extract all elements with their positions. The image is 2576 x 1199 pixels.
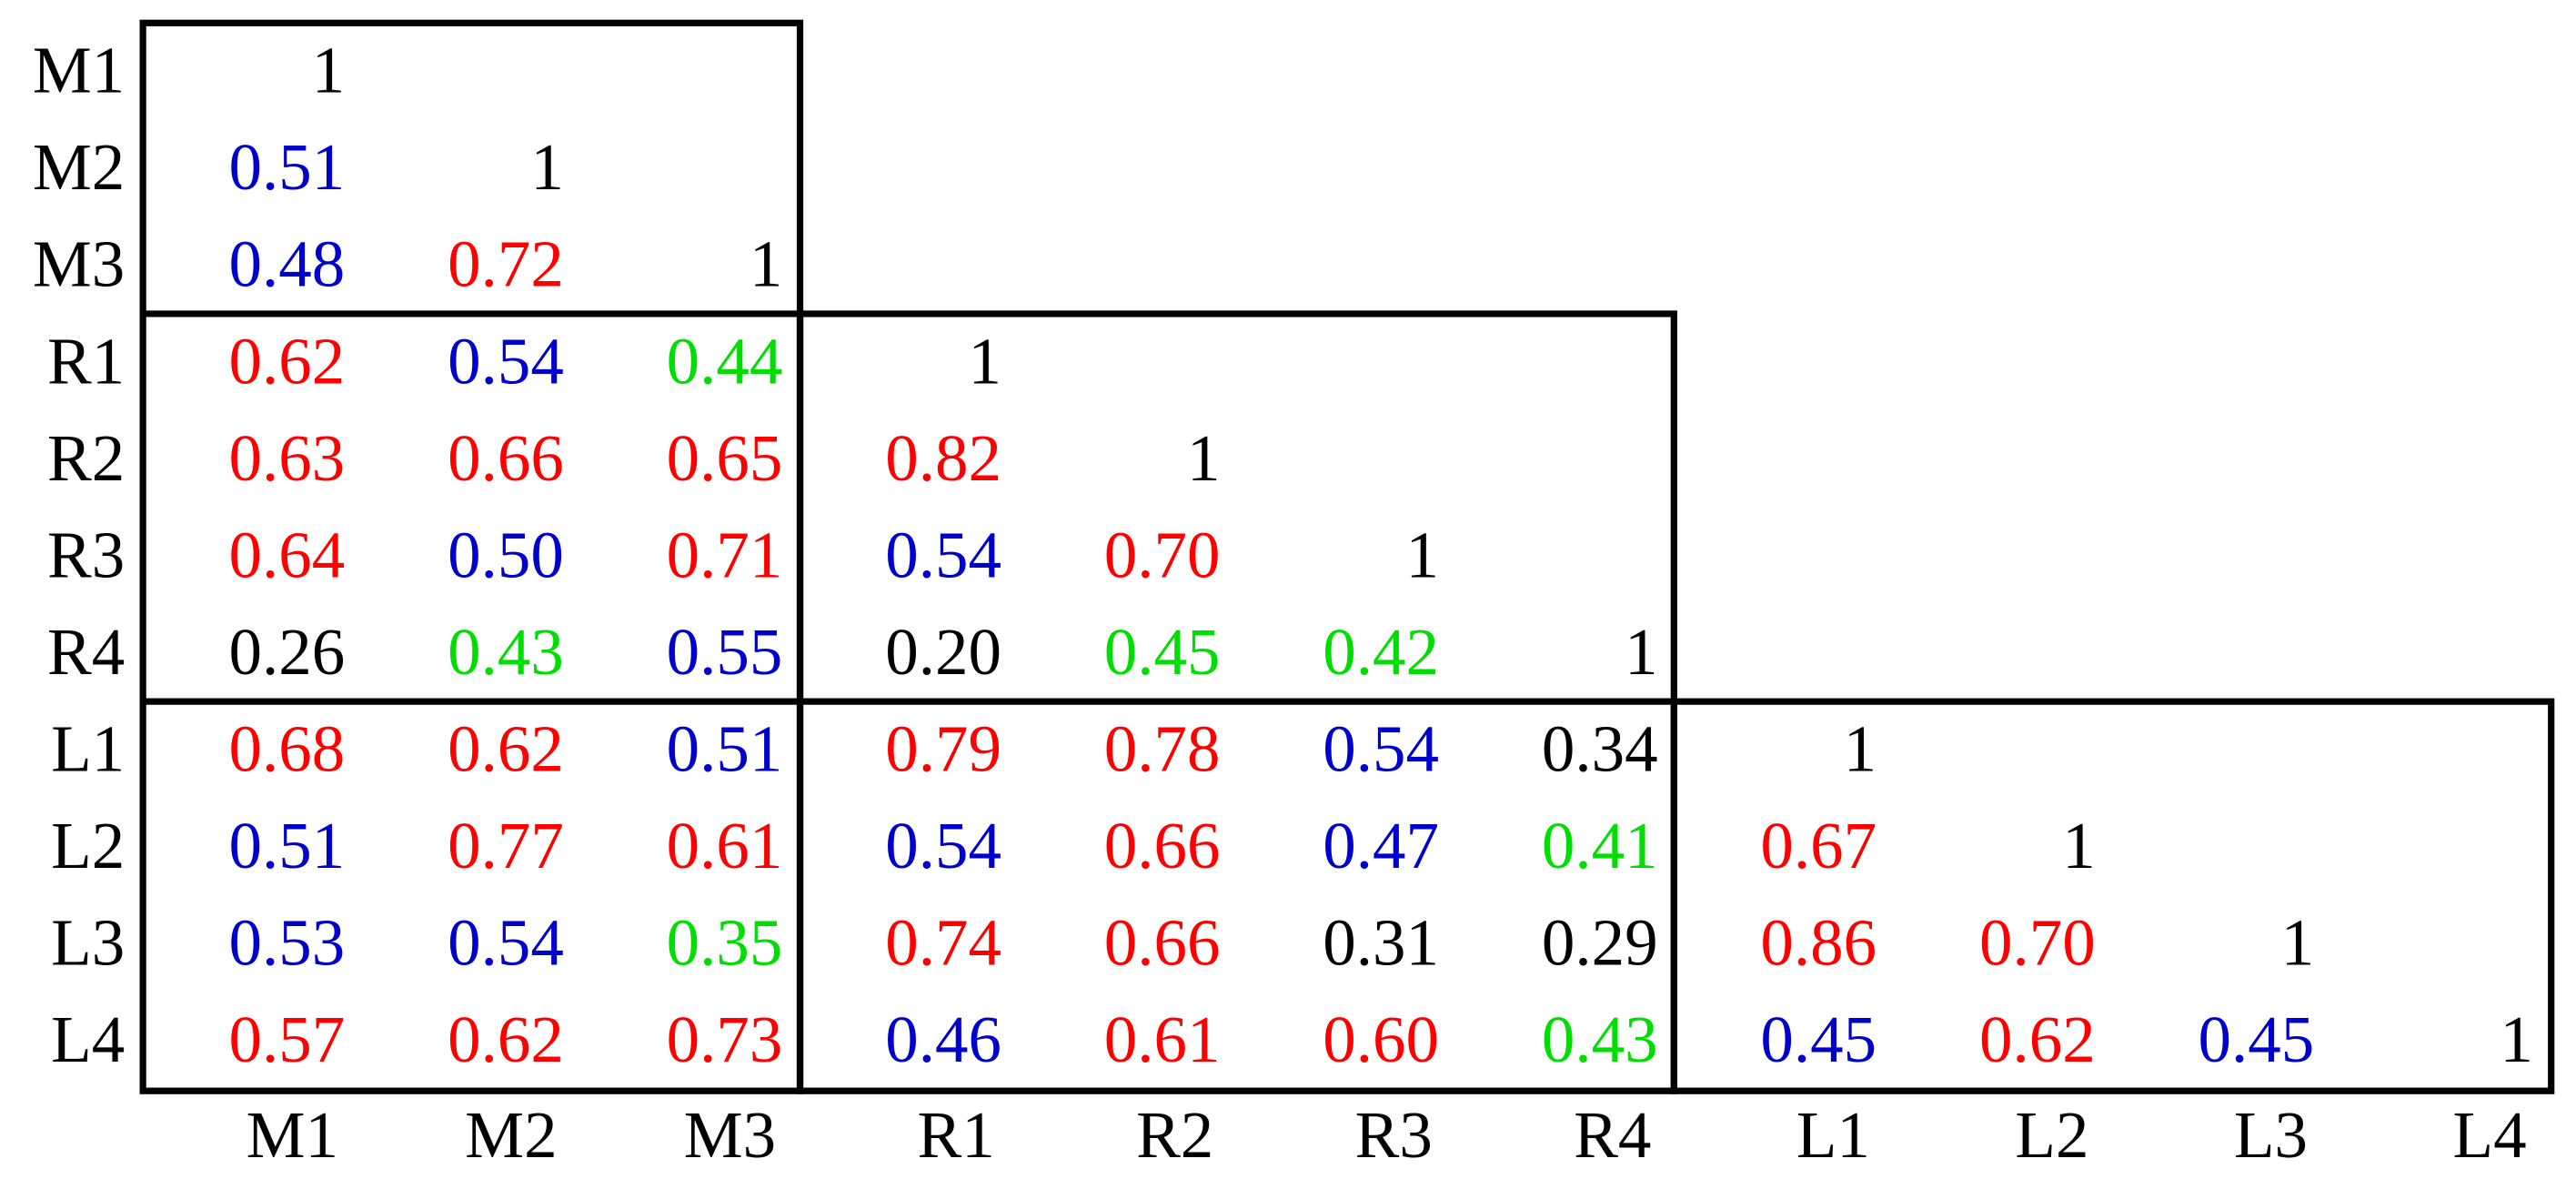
row-label: R2	[47, 421, 125, 495]
row-label: L3	[51, 906, 125, 980]
cell: 0.29	[1542, 906, 1658, 980]
column-label: L1	[1796, 1098, 1870, 1172]
cell: 1	[750, 227, 783, 301]
cell: 1	[968, 324, 1001, 398]
cell: 0.61	[1104, 1003, 1221, 1076]
cell: 0.66	[1104, 809, 1221, 882]
cell: 0.61	[667, 809, 783, 882]
cell: 0.43	[1542, 1003, 1658, 1076]
cell: 0.66	[448, 421, 564, 495]
cell: 0.70	[1104, 518, 1221, 591]
cell: 0.77	[448, 809, 564, 882]
cell: 1	[1844, 712, 1877, 786]
cell: 1	[1187, 421, 1221, 495]
cell: 0.68	[229, 712, 346, 786]
column-label: M1	[247, 1098, 338, 1172]
cell: 0.70	[1979, 906, 2096, 980]
cell: 0.62	[448, 712, 564, 786]
row-label: R3	[47, 518, 125, 591]
cell: 0.26	[229, 615, 346, 689]
cell: 1	[2062, 809, 2096, 882]
cell: 0.71	[667, 518, 783, 591]
row-label: R1	[47, 324, 125, 398]
cell: 0.54	[885, 518, 1001, 591]
column-label: M3	[684, 1098, 776, 1172]
cell: 0.82	[885, 421, 1001, 495]
column-label: R2	[1136, 1098, 1213, 1172]
cell: 0.20	[885, 615, 1001, 689]
cell: 0.65	[667, 421, 783, 495]
cell: 0.62	[1979, 1003, 2096, 1076]
cell: 1	[1406, 518, 1440, 591]
block-border	[1670, 698, 2555, 1094]
cell: 1	[312, 34, 346, 107]
cell: 0.41	[1542, 809, 1658, 882]
cell: 1	[2281, 906, 2315, 980]
cell: 0.45	[2199, 1003, 2315, 1076]
cell: 0.43	[448, 615, 564, 689]
cell: 0.57	[229, 1003, 346, 1076]
cell: 0.50	[448, 518, 564, 591]
cell: 0.47	[1323, 809, 1439, 882]
cell: 0.48	[229, 227, 346, 301]
column-label: R1	[918, 1098, 995, 1172]
column-label: R4	[1574, 1098, 1651, 1172]
cell: 0.79	[885, 712, 1001, 786]
cell: 0.62	[448, 1003, 564, 1076]
cell: 1	[1625, 615, 1658, 689]
row-label: M3	[33, 227, 125, 301]
cell: 0.45	[1104, 615, 1221, 689]
row-label: M1	[33, 34, 125, 107]
cell: 0.51	[229, 130, 346, 204]
row-label: L1	[51, 712, 125, 786]
cell: 0.46	[885, 1003, 1001, 1076]
cell: 0.45	[1760, 1003, 1877, 1076]
cell: 0.42	[1323, 615, 1439, 689]
column-label: L3	[2234, 1098, 2308, 1172]
row-label: L2	[51, 809, 125, 882]
cell: 0.73	[667, 1003, 783, 1076]
column-label: R3	[1355, 1098, 1433, 1172]
cell: 0.54	[448, 324, 564, 398]
grid-frame	[139, 19, 2555, 1094]
cell: 0.63	[229, 421, 346, 495]
cell: 0.74	[885, 906, 1001, 980]
cell: 0.44	[667, 324, 783, 398]
cell: 0.66	[1104, 906, 1221, 980]
cell: 0.60	[1323, 1003, 1439, 1076]
cell: 0.53	[229, 906, 346, 980]
cell: 0.78	[1104, 712, 1221, 786]
cell: 0.86	[1760, 906, 1877, 980]
cell: 0.55	[667, 615, 783, 689]
cell: 0.62	[229, 324, 346, 398]
cell: 0.31	[1323, 906, 1439, 980]
cell: 0.72	[448, 227, 564, 301]
cell: 0.51	[229, 809, 346, 882]
cell: 0.34	[1542, 712, 1658, 786]
column-label: L2	[2015, 1098, 2088, 1172]
column-label: M2	[465, 1098, 557, 1172]
cell: 1	[530, 130, 564, 204]
cell: 0.67	[1760, 809, 1877, 882]
cell: 1	[2500, 1003, 2533, 1076]
row-label: M2	[33, 130, 125, 204]
cell: 0.54	[448, 906, 564, 980]
row-label: L4	[51, 1003, 125, 1076]
cell: 0.51	[667, 712, 783, 786]
cell: 0.54	[1323, 712, 1439, 786]
cell: 0.54	[885, 809, 1001, 882]
cell: 0.64	[229, 518, 346, 591]
cell: 0.35	[667, 906, 783, 980]
column-label: L4	[2453, 1098, 2527, 1172]
row-label: R4	[47, 615, 125, 689]
